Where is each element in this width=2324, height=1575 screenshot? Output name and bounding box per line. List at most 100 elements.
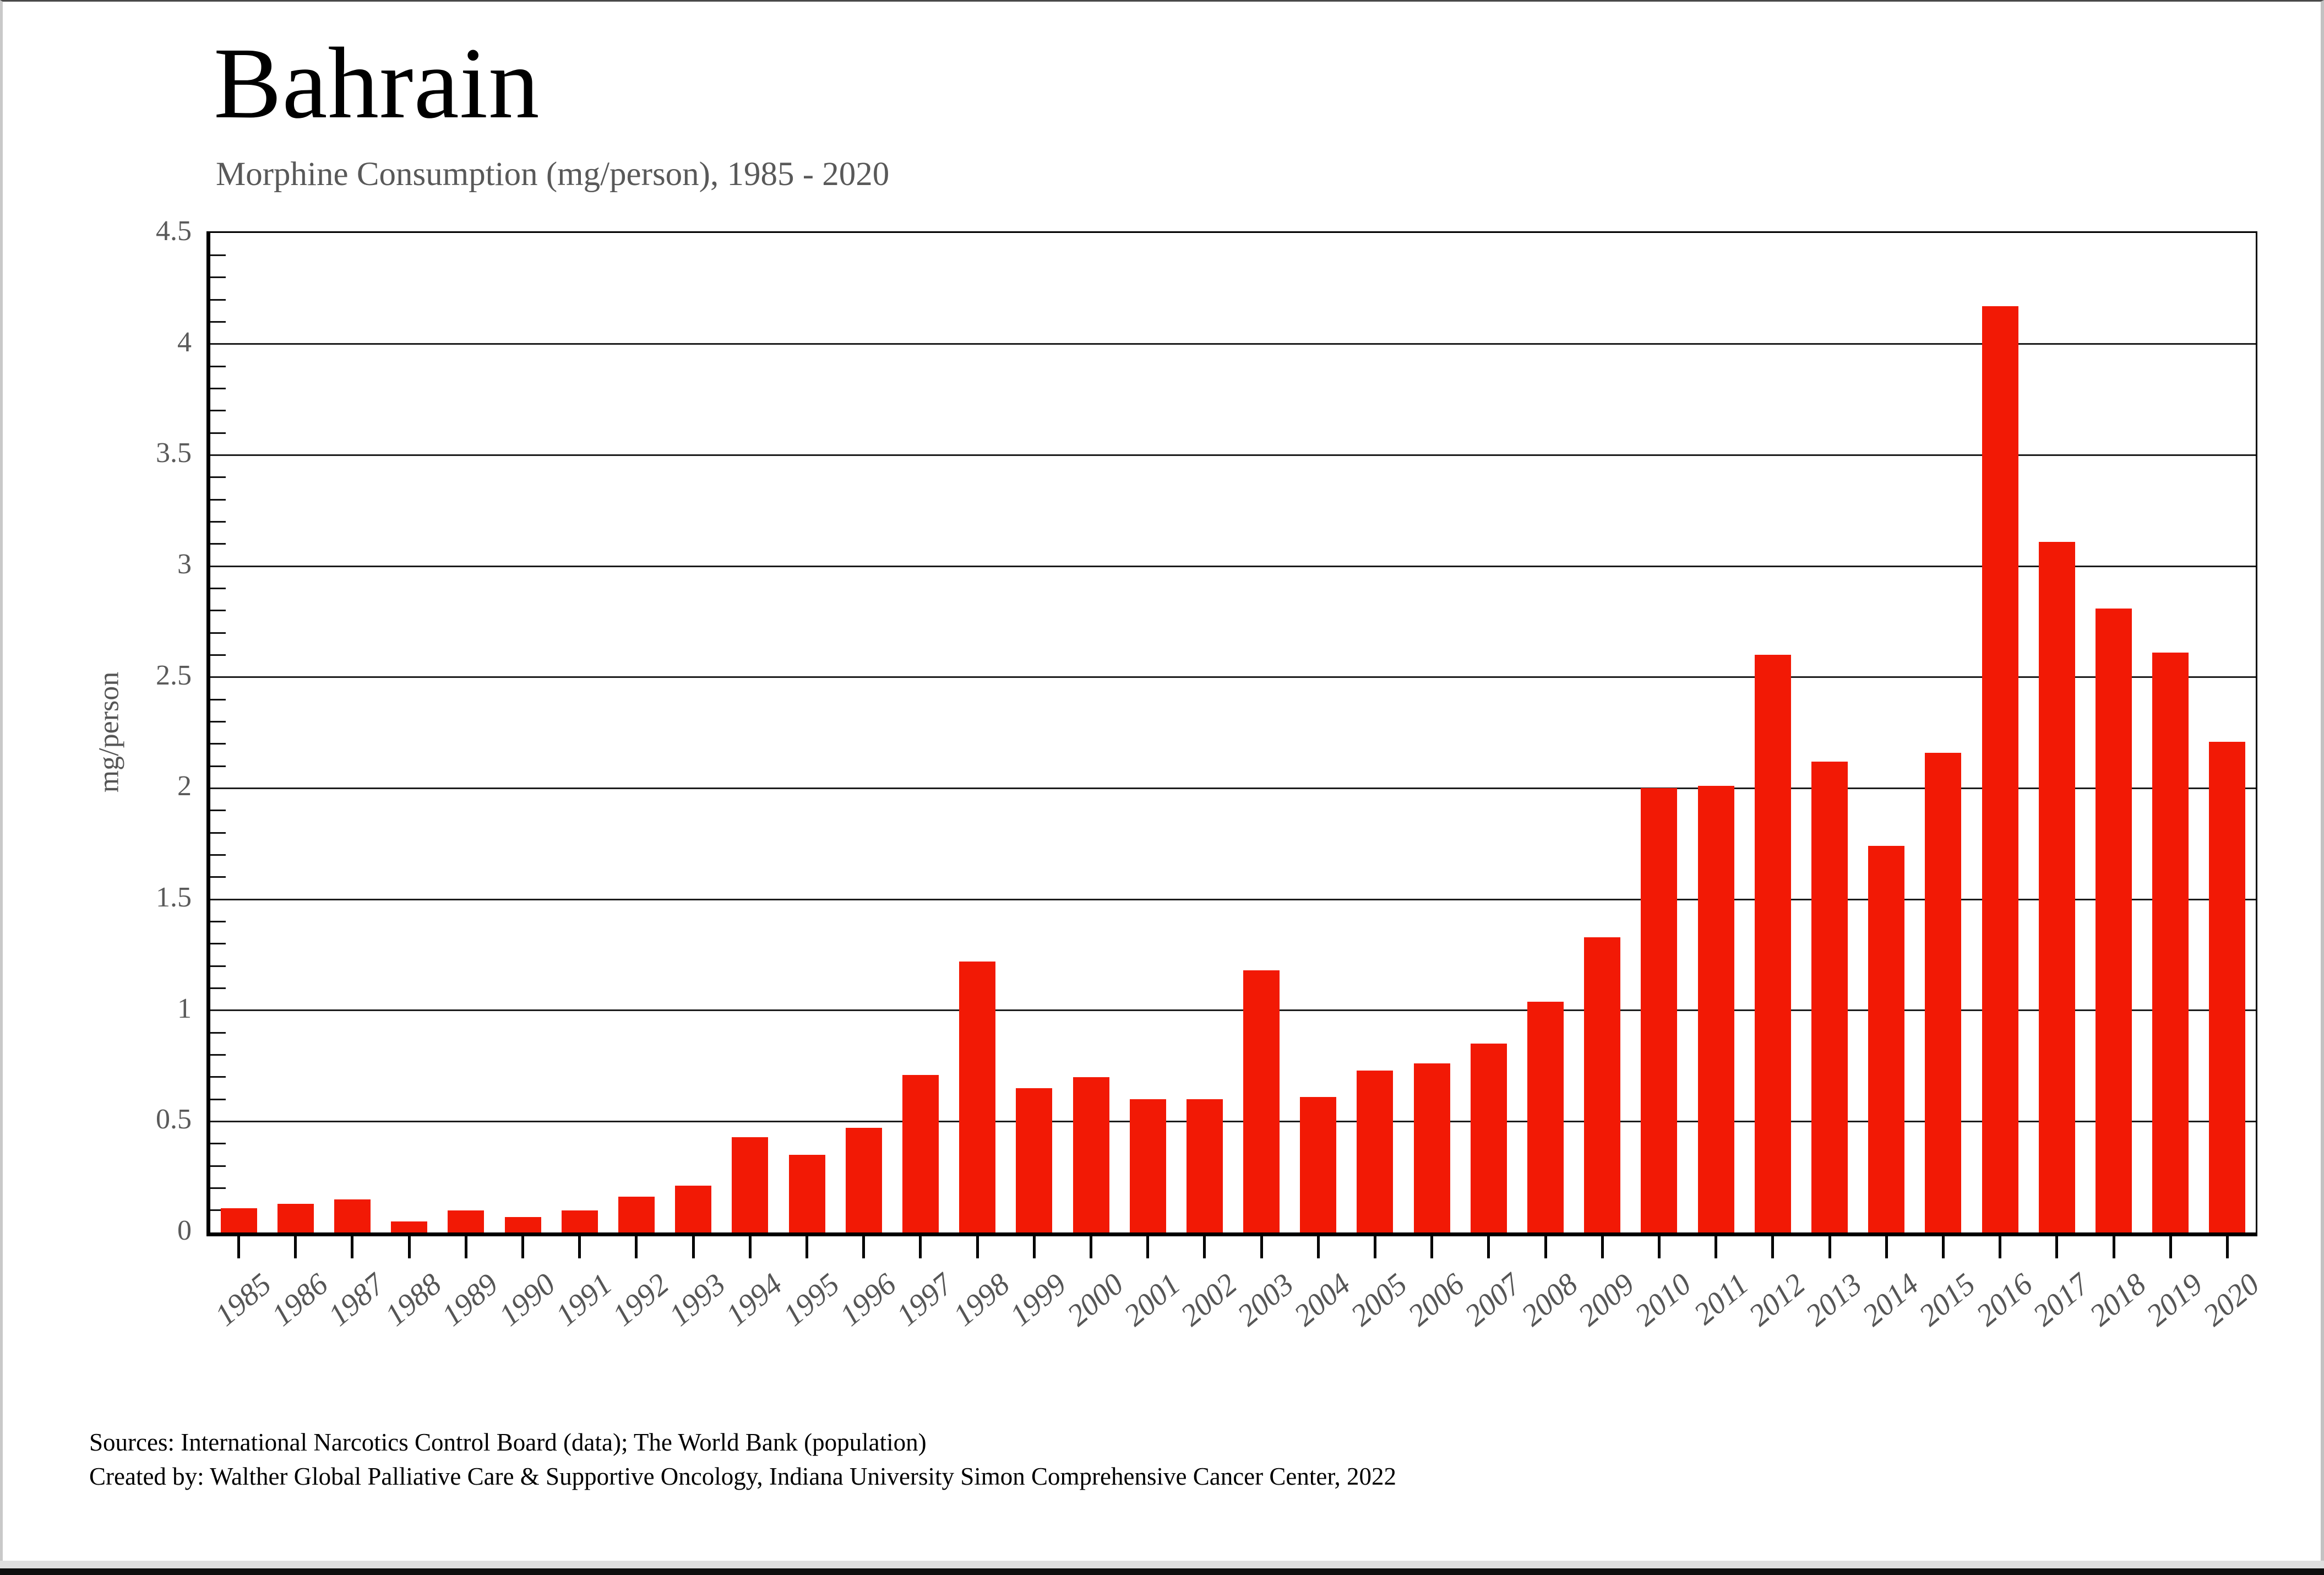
bar-2019	[2152, 653, 2189, 1232]
bar-1992	[618, 1197, 655, 1232]
y-tick-label-2: 2	[177, 770, 192, 802]
bar-2015	[1925, 752, 1962, 1232]
bar-1999	[1016, 1088, 1053, 1232]
y-minor-tick	[210, 943, 226, 945]
x-tick-mark-1988	[407, 1236, 411, 1258]
y-tick-label-3: 3	[177, 548, 192, 580]
x-tick-label-1993: 1993	[662, 1267, 732, 1333]
x-tick-label-2005: 2005	[1345, 1267, 1414, 1333]
y-minor-tick	[210, 832, 226, 834]
bar-2018	[2096, 608, 2132, 1232]
x-axis-tick-labels: 1985 1986 1987 1988 1989 1990 1991 1992 1993 1994…	[208, 1267, 2266, 1388]
x-tick-label-1992: 1992	[606, 1267, 676, 1333]
x-tick-mark-2003	[1260, 1236, 1263, 1258]
x-tick-label-2020: 2020	[2197, 1267, 2266, 1333]
x-tick-mark-2002	[1203, 1236, 1206, 1258]
bar-1991	[561, 1210, 598, 1232]
x-tick-label-2000: 2000	[1060, 1267, 1130, 1333]
x-tick-label-1997: 1997	[890, 1267, 960, 1333]
taskbar-strip	[0, 1568, 2324, 1575]
x-tick-label-2012: 2012	[1742, 1267, 1812, 1333]
x-tick-mark-1987	[351, 1236, 354, 1258]
x-tick-mark-1997	[919, 1236, 922, 1258]
bar-1996	[845, 1128, 882, 1232]
bar-2003	[1243, 970, 1280, 1232]
bar-2013	[1811, 761, 1848, 1232]
x-tick-mark-2001	[1146, 1236, 1150, 1258]
y-minor-tick	[210, 743, 226, 745]
x-tick-label-1986: 1986	[265, 1267, 335, 1333]
y-minor-tick	[210, 432, 226, 434]
x-tick-label-1990: 1990	[492, 1267, 562, 1333]
bar-1997	[902, 1074, 939, 1232]
gridline-3.5	[210, 454, 2256, 456]
y-minor-tick	[210, 1187, 226, 1189]
window-bottom-edge	[0, 1561, 2324, 1568]
bar-2020	[2209, 741, 2246, 1232]
y-minor-tick	[210, 498, 226, 501]
bar-2014	[1868, 846, 1905, 1232]
gridline-0.5	[210, 1120, 2256, 1122]
x-tick-mark-2017	[2055, 1236, 2059, 1258]
y-minor-tick	[210, 1053, 226, 1056]
x-tick-mark-1991	[578, 1236, 581, 1258]
x-tick-label-1989: 1989	[436, 1267, 505, 1333]
bar-1986	[277, 1203, 314, 1232]
x-axis-tick-marks	[210, 1236, 2256, 1259]
x-tick-mark-2000	[1090, 1236, 1092, 1258]
y-tick-label-1.5: 1.5	[156, 882, 192, 913]
bar-1995	[788, 1154, 825, 1232]
y-minor-tick	[210, 610, 226, 612]
y-tick-label-2.5: 2.5	[156, 659, 192, 691]
x-tick-label-2008: 2008	[1515, 1267, 1585, 1333]
x-tick-mark-2005	[1373, 1236, 1376, 1258]
x-tick-mark-1999	[1032, 1236, 1036, 1258]
chart-title: Bahrain	[214, 27, 540, 140]
x-tick-mark-2019	[2169, 1236, 2172, 1258]
x-tick-label-2015: 2015	[1913, 1267, 1982, 1333]
bar-2005	[1357, 1070, 1394, 1232]
x-tick-mark-2008	[1544, 1236, 1547, 1258]
bar-2008	[1527, 1001, 1564, 1232]
x-tick-mark-1986	[294, 1236, 297, 1258]
x-tick-label-1991: 1991	[549, 1267, 619, 1333]
x-tick-mark-1985	[237, 1236, 241, 1258]
y-minor-tick	[210, 276, 226, 279]
y-tick-label-4.5: 4.5	[156, 215, 192, 247]
x-tick-mark-2012	[1771, 1236, 1775, 1258]
x-tick-mark-2011	[1715, 1236, 1718, 1258]
x-tick-label-1988: 1988	[379, 1267, 448, 1333]
x-tick-mark-2009	[1601, 1236, 1604, 1258]
x-tick-mark-1989	[464, 1236, 467, 1258]
x-tick-label-1987: 1987	[322, 1267, 391, 1333]
x-tick-label-2011: 2011	[1687, 1267, 1755, 1332]
x-tick-label-2017: 2017	[2026, 1267, 2096, 1333]
gridline-2	[210, 787, 2256, 789]
x-tick-mark-1996	[862, 1236, 866, 1258]
y-minor-tick	[210, 720, 226, 723]
x-tick-label-2009: 2009	[1572, 1267, 1641, 1333]
y-minor-tick	[210, 876, 226, 878]
bar-1987	[334, 1199, 371, 1232]
gridline-1.5	[210, 898, 2256, 900]
gridline-2.5	[210, 676, 2256, 678]
x-tick-mark-2010	[1657, 1236, 1661, 1258]
y-minor-tick	[210, 365, 226, 367]
gridline-1	[210, 1009, 2256, 1012]
x-tick-label-1994: 1994	[720, 1267, 789, 1333]
y-minor-tick	[210, 654, 226, 656]
y-minor-tick	[210, 543, 226, 545]
y-minor-tick	[210, 698, 226, 700]
y-minor-tick	[210, 632, 226, 634]
y-tick-label-0: 0	[177, 1215, 192, 1246]
x-tick-mark-1998	[976, 1236, 979, 1258]
x-tick-mark-2007	[1487, 1236, 1490, 1258]
bar-1985	[220, 1208, 257, 1232]
y-minor-tick	[210, 987, 226, 989]
y-tick-label-1: 1	[177, 992, 192, 1024]
x-tick-mark-2016	[1999, 1236, 2002, 1258]
y-minor-tick	[210, 1098, 226, 1100]
bar-2000	[1073, 1077, 1109, 1232]
x-tick-mark-1992	[635, 1236, 638, 1258]
y-minor-tick	[210, 854, 226, 856]
